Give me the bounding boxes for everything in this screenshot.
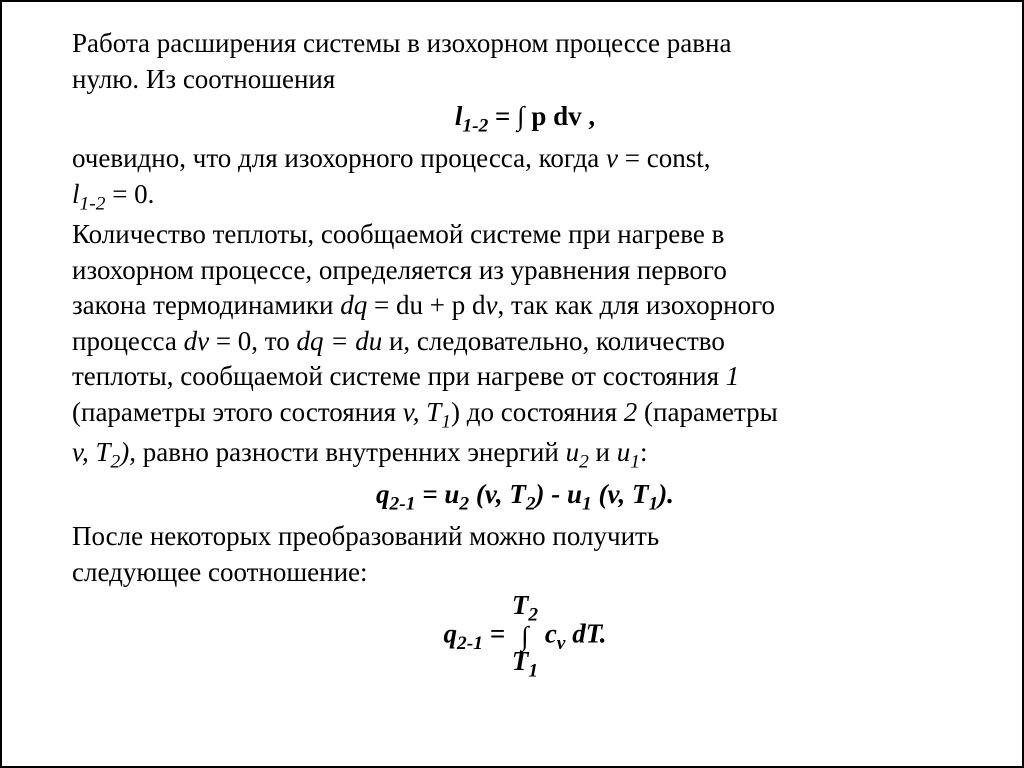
paragraph-3-line2: изохорном процессе, определяется из урав… <box>72 253 978 289</box>
eq3-pre: = <box>483 619 512 649</box>
eq2-t2: 2 <box>526 494 536 515</box>
p3-u1: u <box>617 437 631 467</box>
p3f-text: теплоты, сообщаемой системе при нагреве … <box>72 361 726 391</box>
p3-dq: dq <box>340 290 367 320</box>
p3c-text: закона термодинамики <box>72 290 340 320</box>
p2-subscript: 1-2 <box>80 193 106 214</box>
eq2-q: q <box>376 479 390 509</box>
p3-and: и <box>589 437 617 467</box>
paragraph-3-line5: теплоты, сообщаемой системе при нагреве … <box>72 359 978 395</box>
paragraph-3-line4: процесса dv = 0, то dq = du и, следовате… <box>72 324 978 360</box>
p2-text-b: = const, <box>618 143 710 173</box>
eq3-lower-limit: T1 <box>512 648 538 681</box>
p3g-b: , T <box>413 397 442 427</box>
p3g-c: ) до состояния <box>451 397 624 427</box>
paragraph-3-line7: v, T2), равно разности внутренних энерги… <box>72 435 978 475</box>
eq2-mid: = u <box>415 479 459 509</box>
p3h-t2sub: 2 <box>111 452 121 473</box>
paragraph-1-line2: нулю. Из соотношения <box>72 62 978 98</box>
paragraph-2-line2: l1-2 = 0. <box>72 177 978 217</box>
p3-u1s: 1 <box>630 452 640 473</box>
p2-text-a: очевидно, что для изохорного процесса, к… <box>72 143 606 173</box>
paragraph-1-line1: Работа расширения системы в изохорном пр… <box>72 26 978 62</box>
eq1-subscript: 1-2 <box>462 116 488 137</box>
equation-1: l1-2 = ∫ p dv , <box>72 99 978 139</box>
eq2-args2: (v, T <box>592 479 649 509</box>
p3d-text: процесса <box>72 326 184 356</box>
p3-u2: u <box>566 437 580 467</box>
slide-frame: Работа расширения системы в изохорном пр… <box>0 0 1024 768</box>
paragraph-3-line1: Количество теплоты, сообщаемой системе п… <box>72 217 978 253</box>
eq3-c: c <box>538 619 557 649</box>
p3-colon: : <box>640 437 648 467</box>
p2-v-italic: v <box>606 143 618 173</box>
p3-eq: = du + p d <box>367 290 485 320</box>
p3e-text: и, следовательно, количество <box>382 326 725 356</box>
equation-2: q2-1 = u2 (v, T2) - u1 (v, T1). <box>72 477 978 517</box>
p3g-v: v <box>403 397 413 427</box>
eq2-s1: 1 <box>582 494 592 515</box>
p3-dv0: = 0, то <box>209 326 296 356</box>
p3g-t1sub: 1 <box>441 411 451 432</box>
p3-dv: dv <box>184 326 209 356</box>
eq2-args1: (v, T <box>469 479 526 509</box>
p3-v1: v <box>485 290 497 320</box>
p3h-c: равно разности внутренних энергий <box>136 437 566 467</box>
p3h-a: , T <box>82 437 111 467</box>
p3-state1: 1 <box>726 361 740 391</box>
eq2-s2: 2 <box>459 494 469 515</box>
eq3-int-limits: T2 ∫ T1 <box>512 592 538 681</box>
eq3-q: q <box>444 619 458 649</box>
p3h-v: v <box>72 437 82 467</box>
p3-after: , так как для изохорного <box>497 290 775 320</box>
eq3-integral-block: T2 ∫ T1 <box>512 592 538 681</box>
eq2-end: ). <box>658 479 674 509</box>
paragraph-4-line2: следующее соотношение: <box>72 555 978 591</box>
p2-end: = 0. <box>105 179 154 209</box>
p3g-a: (параметры этого состояния <box>72 397 403 427</box>
p3-u2s: 2 <box>579 452 589 473</box>
paragraph-2-line1: очевидно, что для изохорного процесса, к… <box>72 141 978 177</box>
eq3-dt: dT. <box>565 619 606 649</box>
p2-l-symbol: l <box>72 179 80 209</box>
paragraph-4-line1: После некоторых преобразований можно пол… <box>72 519 978 555</box>
eq1-body: = ∫ p dv , <box>488 101 595 131</box>
p3g-d: (параметры <box>637 397 778 427</box>
paragraph-3-line6: (параметры этого состояния v, T1) до сос… <box>72 395 978 435</box>
equation-3: q2-1 = T2 ∫ T1 cv dT. <box>72 592 978 681</box>
p3h-b: ), <box>120 437 136 467</box>
paragraph-3-line3: закона термодинамики dq = du + p dv, так… <box>72 288 978 324</box>
p3-dqdu: dq = du <box>297 326 383 356</box>
eq2-qsub: 2-1 <box>390 494 416 515</box>
eq2-minus: ) - u <box>536 479 583 509</box>
eq2-t1: 1 <box>648 494 658 515</box>
p3-state2: 2 <box>624 397 638 427</box>
eq3-qsub: 2-1 <box>457 633 483 654</box>
